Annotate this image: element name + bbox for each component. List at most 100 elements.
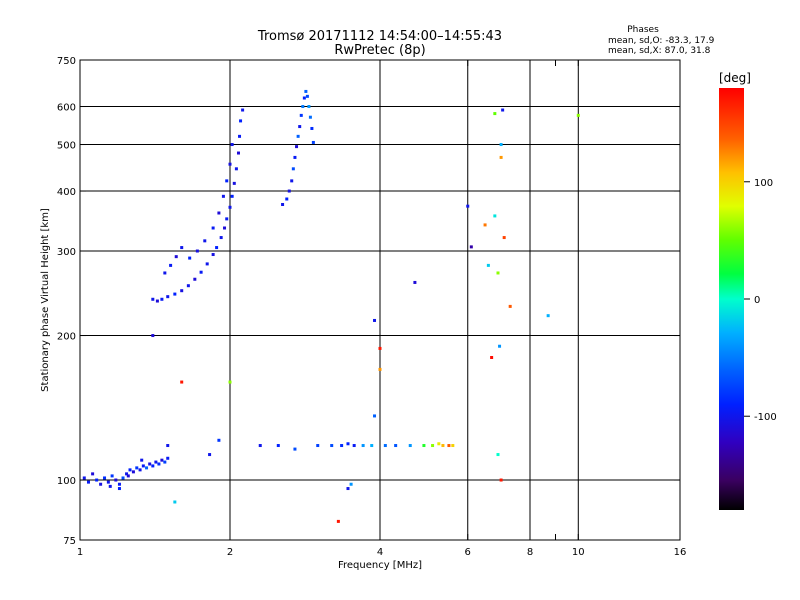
echo-point <box>310 126 314 130</box>
echo-point <box>496 453 500 457</box>
echo-point <box>299 113 303 117</box>
echo-point <box>166 456 170 460</box>
x-tick-label: 2 <box>227 547 233 558</box>
echo-point <box>276 444 280 448</box>
phases-header: Phases <box>627 25 659 35</box>
echo-point <box>95 478 99 482</box>
echo-point <box>121 476 125 480</box>
echo-point <box>126 474 130 478</box>
echo-point <box>352 444 356 448</box>
echo-point <box>230 143 234 147</box>
echo-point <box>173 500 177 504</box>
echo-point <box>217 211 221 215</box>
echo-point <box>114 478 118 482</box>
echo-point <box>125 472 129 476</box>
echo-point <box>151 464 155 468</box>
echo-point <box>241 108 245 112</box>
echo-point <box>302 96 306 100</box>
colorbar-tick-label: -100 <box>754 412 777 423</box>
y-tick-label: 75 <box>63 536 76 547</box>
echo-point <box>281 202 285 206</box>
echo-point <box>228 205 232 209</box>
x-tick-label: 1 <box>77 547 83 558</box>
data-points <box>82 89 580 523</box>
echo-point <box>195 249 199 253</box>
echo-point <box>138 468 142 472</box>
echo-point <box>148 462 152 466</box>
echo-point <box>311 140 315 144</box>
echo-point <box>483 223 487 227</box>
echo-point <box>110 474 114 478</box>
echo-point <box>155 299 159 303</box>
echo-point <box>99 482 103 486</box>
echo-point <box>128 468 132 472</box>
chart-title: Tromsø 20171112 14:54:00–14:55:43 <box>257 29 502 44</box>
y-tick-label: 200 <box>57 332 76 343</box>
chart-subtitle: RwPretec (8p) <box>334 43 425 58</box>
grid-lines <box>80 60 680 540</box>
echo-point <box>290 179 294 183</box>
echo-point <box>103 476 107 480</box>
echo-point <box>493 214 497 218</box>
echo-point <box>91 472 95 476</box>
echo-point <box>180 289 184 293</box>
echo-point <box>373 414 377 418</box>
echo-point <box>160 458 164 462</box>
echo-point <box>82 476 86 480</box>
echo-point <box>501 108 505 112</box>
echo-point <box>208 453 212 457</box>
echo-point <box>169 263 173 267</box>
echo-point <box>211 226 215 230</box>
echo-point <box>336 519 340 523</box>
echo-point <box>499 478 503 482</box>
echo-point <box>499 143 503 147</box>
echo-point <box>157 462 161 466</box>
echo-point <box>188 256 192 260</box>
echo-point <box>186 284 190 288</box>
echo-point <box>293 447 297 451</box>
echo-point <box>239 119 243 123</box>
echo-point <box>498 344 502 348</box>
phases-x-stats: mean, sd,X: 87.0, 31.8 <box>608 46 711 56</box>
echo-point <box>304 89 308 93</box>
echo-point <box>508 304 512 308</box>
echo-point <box>199 270 203 274</box>
echo-point <box>180 380 184 384</box>
echo-point <box>408 444 412 448</box>
echo-point <box>236 151 240 155</box>
y-tick-label: 100 <box>57 476 76 487</box>
echo-point <box>145 466 149 470</box>
echo-point <box>469 245 473 249</box>
y-tick-label: 500 <box>57 141 76 152</box>
colorbar-tick-label: 100 <box>754 178 773 189</box>
echo-point <box>86 480 90 484</box>
echo-point <box>174 255 178 259</box>
echo-point <box>295 145 299 149</box>
echo-point <box>466 204 470 208</box>
colorbar-ticks: 100 0 -100 <box>744 178 777 423</box>
echo-point <box>160 297 164 301</box>
echo-point <box>135 466 139 470</box>
echo-point <box>370 444 374 448</box>
echo-point <box>447 444 451 448</box>
echo-point <box>223 226 227 230</box>
echo-point <box>117 482 121 486</box>
echo-point <box>166 444 170 448</box>
y-tick-label: 300 <box>57 247 76 258</box>
echo-point <box>330 444 334 448</box>
echo-point <box>131 470 135 474</box>
echo-point <box>163 271 167 275</box>
echo-point <box>546 314 550 318</box>
echo-point <box>308 115 312 119</box>
x-tick-label: 6 <box>465 547 471 558</box>
echo-point <box>437 442 441 446</box>
echo-point <box>496 271 500 275</box>
echo-point <box>228 380 232 384</box>
echo-point <box>215 246 219 250</box>
echo-point <box>349 482 353 486</box>
echo-point <box>238 134 242 138</box>
echo-point <box>451 444 455 448</box>
echo-point <box>258 444 262 448</box>
echo-point <box>211 253 215 257</box>
